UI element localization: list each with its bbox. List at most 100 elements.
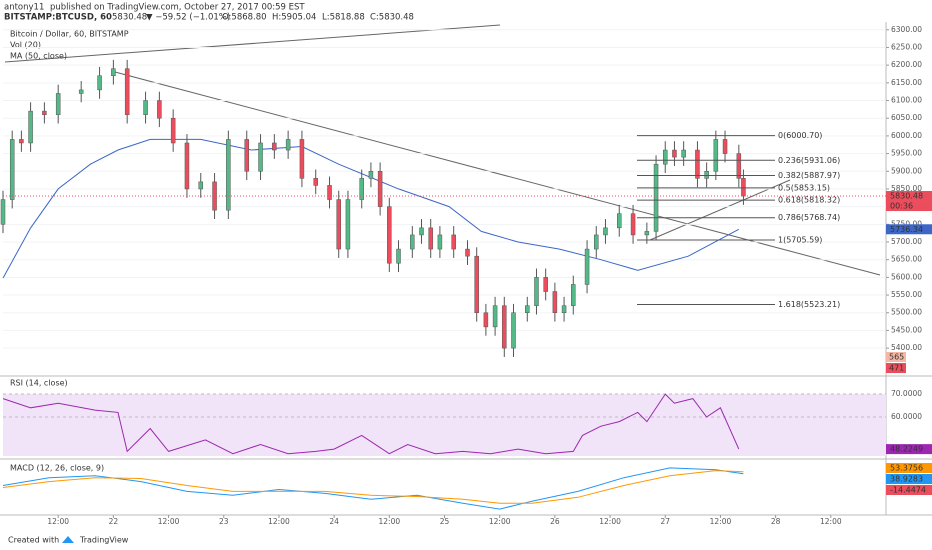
candle-body <box>511 312 516 349</box>
fib-label: 1(5705.59) <box>778 236 822 245</box>
candle-body <box>502 305 507 349</box>
value-label-box <box>886 444 932 455</box>
candle-body <box>663 149 668 165</box>
candle-body <box>525 305 530 313</box>
candle-body <box>9 139 15 200</box>
x-tick-label: 26 <box>550 517 560 526</box>
candle-body <box>630 213 636 236</box>
x-tick-label: 12:00 <box>379 517 401 526</box>
x-tick-label: 23 <box>219 517 229 526</box>
candle-body <box>97 75 102 91</box>
fib-label: 0.382(5887.97) <box>778 171 840 180</box>
y-tick-label: 5450.00 <box>891 325 922 334</box>
candle-body <box>561 305 567 313</box>
ohlc-close: C:5830.48 <box>370 13 414 23</box>
candle-body <box>543 277 548 292</box>
candle-body <box>410 234 415 250</box>
y-tick-label: 5750.00 <box>891 219 922 228</box>
y-tick-label: 5500.00 <box>891 308 922 317</box>
y-tick-label: 6150.00 <box>891 78 922 87</box>
ohlc-low: L:5818.88 <box>322 13 365 23</box>
trend-line <box>114 71 881 276</box>
price-label: 5736.34 <box>890 225 923 234</box>
candle-body <box>78 89 84 94</box>
price-label-box <box>886 224 932 235</box>
footer-brand: TradingView <box>79 536 129 545</box>
price-label-box <box>886 191 932 202</box>
candle-body <box>736 153 742 179</box>
candle-body <box>396 248 401 264</box>
candle-body <box>198 181 204 190</box>
pane-title: MACD (12, 26, close, 9) <box>10 464 104 473</box>
y-tick-label: 60.0000 <box>891 412 922 421</box>
x-tick-label: 12:00 <box>158 517 180 526</box>
candle-body <box>451 234 456 250</box>
candle-body <box>285 139 291 151</box>
legend-entry: Vol (20) <box>10 41 41 50</box>
y-tick-label: 6100.00 <box>891 96 922 105</box>
y-tick-label: 5950.00 <box>891 149 922 158</box>
x-tick-label: 22 <box>109 517 119 526</box>
candle-body <box>157 100 162 119</box>
fib-label: 0.5(5853.15) <box>778 183 830 192</box>
footer-text: Created with <box>8 536 59 545</box>
x-tick-label: 12:00 <box>820 517 842 526</box>
trend-line <box>649 179 791 241</box>
candle-body <box>184 142 190 190</box>
fib-label: 0(6000.70) <box>778 131 822 140</box>
candle-body <box>465 248 470 257</box>
y-tick-label: 6300.00 <box>891 25 922 34</box>
y-tick-label: 5550.00 <box>891 290 922 299</box>
candle-body <box>42 110 47 115</box>
y-tick-label: 6000.00 <box>891 131 922 140</box>
candle-body <box>419 227 424 236</box>
candle-body <box>244 139 249 172</box>
candle-body <box>534 277 539 306</box>
y-tick-label: 5650.00 <box>891 255 922 264</box>
indicator-line <box>2 470 744 504</box>
value-label: 48.2249 <box>890 445 923 454</box>
candle-body <box>571 284 576 306</box>
symbol: BITSTAMP:BTCUSD, 60 <box>4 13 112 23</box>
candle-body <box>617 213 622 229</box>
candle-body <box>653 163 659 232</box>
x-tick-label: 12:00 <box>710 517 732 526</box>
logo <box>62 536 74 543</box>
candle-body <box>28 110 33 144</box>
volume-label: 565 <box>889 353 904 362</box>
candle-body <box>0 199 6 225</box>
x-tick-label: 28 <box>771 517 781 526</box>
value-label-box <box>886 485 932 495</box>
x-tick-label: 24 <box>329 517 339 526</box>
rsi-band <box>3 394 886 456</box>
ohlc-open: O:5868.80 <box>222 13 267 23</box>
ohlc-high: H:5905.04 <box>272 13 316 23</box>
candle-body <box>672 149 677 158</box>
candle-body <box>258 142 263 172</box>
volume-label-box <box>886 352 906 362</box>
candle-body <box>552 291 558 313</box>
x-tick-label: 12:00 <box>268 517 290 526</box>
last-price: 5830.48 <box>112 13 147 23</box>
y-tick-label: 70.0000 <box>891 389 922 398</box>
candle-body <box>584 248 590 285</box>
y-tick-label: 6200.00 <box>891 60 922 69</box>
value-label: 53.3756 <box>890 464 923 473</box>
published: published on TradingView.com, October 27… <box>50 3 305 13</box>
price-label: 5830.48 <box>890 192 923 201</box>
fib-label: 0.786(5768.74) <box>778 213 840 222</box>
price-label: 00:36 <box>890 202 913 211</box>
y-tick-label: 6050.00 <box>891 113 922 122</box>
value-label: 38.9283 <box>890 475 923 484</box>
candle-body <box>111 68 116 77</box>
candle-body <box>377 171 383 207</box>
candle-body <box>722 139 728 154</box>
candle-body <box>336 199 341 250</box>
y-tick-label: 5850.00 <box>891 184 922 193</box>
change: ▼ −59.52 (−1.01%) <box>146 13 230 23</box>
candle-body <box>741 178 746 197</box>
value-label-box <box>886 463 932 473</box>
candle-body <box>143 100 148 115</box>
fib-label: 1.618(5523.21) <box>778 300 840 309</box>
candle-body <box>594 234 599 250</box>
